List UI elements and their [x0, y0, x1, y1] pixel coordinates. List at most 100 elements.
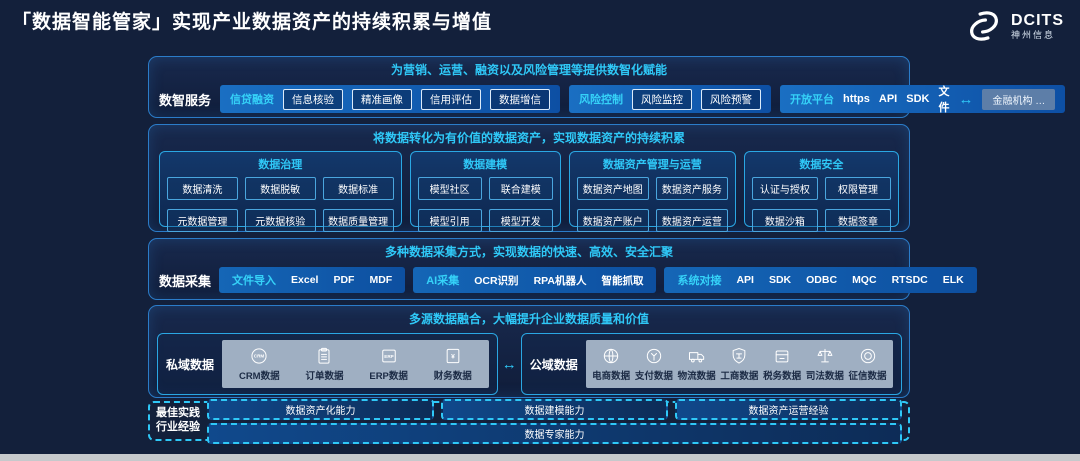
channel-api: API [878, 93, 898, 105]
best-practice-label: 最佳实践 行业经验 [156, 407, 200, 435]
item-asset-account: 数据资产账户 [576, 209, 649, 232]
box-data-security: 数据安全 认证与授权 权限管理 数据沙箱 数据签章 [743, 151, 899, 232]
private-data-box: 私域数据 CRM CRM数据 订单数据 [157, 333, 498, 395]
item-rtsdc: RTSDC [891, 274, 928, 286]
item-elk: ELK [942, 274, 964, 286]
fusion-exchange-arrow-icon: ↔ [501, 355, 517, 373]
finance-icon: ¥ [446, 348, 460, 364]
svg-text:CRM: CRM [254, 354, 265, 359]
public-data-label: 公域数据 [529, 357, 578, 372]
item-asset-operation: 数据资产运营 [655, 209, 728, 232]
box-asset-mgmt-ops-title: 数据资产管理与运营 [602, 159, 702, 171]
item-ocr: OCR识别 [474, 274, 519, 287]
logo: DCITS 神州信息 [963, 8, 1064, 44]
item-joint-modeling: 联合建模 [488, 177, 553, 200]
public-item-logistics: 物流数据 [678, 346, 716, 382]
section-data-collection: 多种数据采集方式，实现数据的快速、高效、安全汇聚 数据采集 文件导入 Excel… [148, 238, 977, 300]
credit-finance-group: 信贷融资 信息核验 精准画像 信用评估 数据增信 [220, 85, 561, 113]
public-data-icon-panel: 电商数据 支付数据 物流数据 [585, 340, 893, 388]
data-collection-label: 数据采集 [159, 273, 212, 289]
svg-text:¥: ¥ [451, 354, 455, 361]
item-permission-mgmt: 权限管理 [824, 177, 891, 200]
private-data-label: 私域数据 [166, 357, 215, 372]
section-best-practice: 最佳实践 行业经验 数据资产化能力 数据建模能力 数据资产运营经验 数据专家能力 [148, 398, 910, 444]
box-asset-mgmt-ops: 数据资产管理与运营 数据资产地图 数据资产服务 数据资产账户 数据资产运营 [568, 151, 736, 232]
channel-sdk: SDK [906, 93, 930, 105]
item-data-signature: 数据签章 [824, 209, 891, 232]
smart-services-header: 为营销、运营、融资以及风险管理等提供数智化赋能 [390, 63, 667, 77]
file-import-group: 文件导入 Excel PDF MDF [219, 267, 406, 293]
payment-icon [646, 348, 662, 364]
chip-credit-eval: 信用评估 [421, 88, 482, 110]
risk-control-group: 风险控制 风险监控 风险预警 [569, 85, 772, 113]
logistics-icon [688, 352, 704, 363]
page-title: 「数据智能管家」实现产业数据资产的持续积累与增值 [12, 12, 493, 33]
item-asset-service: 数据资产服务 [655, 177, 728, 200]
chip-risk-alert: 风险预警 [701, 88, 762, 110]
item-auth: 认证与授权 [751, 177, 818, 200]
judicial-icon [817, 348, 833, 363]
private-item-crm: CRM CRM数据 [239, 346, 280, 382]
capability-asset: 数据资产化能力 [207, 398, 434, 420]
private-item-order: 订单数据 [305, 346, 343, 382]
item-metadata-verify: 元数据核验 [244, 209, 316, 232]
private-data-icon-panel: CRM CRM数据 订单数据 ERP [222, 340, 489, 388]
capability-modeling: 数据建模能力 [441, 398, 668, 420]
logo-brand: DCITS [1011, 11, 1064, 29]
public-item-ecommerce: 电商数据 [592, 346, 630, 382]
item-data-masking: 数据脱敏 [244, 177, 316, 200]
financial-institution-box: 金融机构 … [982, 88, 1056, 110]
box-data-modeling: 数据建模 模型社区 联合建模 模型引用 模型开发 [409, 151, 561, 232]
chip-data-credit: 数据增信 [490, 88, 551, 110]
chip-precise-profile: 精准画像 [352, 88, 413, 110]
item-rpa: RPA机器人 [533, 274, 587, 287]
erp-icon: ERP [381, 349, 396, 363]
section-data-fusion: 多源数据融合，大幅提升企业数据质量和价值 私域数据 CRM CRM数据 [148, 305, 910, 398]
open-platform-group: 开放平台 https API SDK 文件 ↔ 金融机构 … [780, 85, 1066, 114]
public-item-payment: 支付数据 [635, 346, 673, 382]
ai-collect-group: AI采集 OCR识别 RPA机器人 智能抓取 [413, 267, 657, 293]
data-collection-header: 多种数据采集方式，实现数据的快速、高效、安全汇聚 [384, 245, 673, 259]
section-smart-services: 为营销、运营、融资以及风险管理等提供数智化赋能 数智服务 信贷融资 信息核验 精… [148, 56, 1066, 118]
public-item-business: 工商数据 [720, 346, 758, 382]
box-data-security-title: 数据安全 [799, 159, 844, 171]
item-mqc: MQC [852, 274, 877, 286]
item-odbc: ODBC [806, 274, 838, 286]
public-item-tax: 税务数据 [763, 346, 801, 382]
ai-collect-group-label: AI采集 [426, 275, 460, 287]
best-practice-label-line2: 行业经验 [156, 421, 200, 433]
item-model-dev: 模型开发 [488, 209, 553, 232]
item-excel: Excel [291, 274, 319, 286]
public-item-judicial: 司法数据 [806, 346, 844, 382]
system-integration-group-label: 系统对接 [677, 275, 722, 287]
file-import-group-label: 文件导入 [232, 275, 277, 287]
business-icon [733, 348, 746, 364]
crm-icon: CRM [251, 348, 267, 364]
section-data-assets: 将数据转化为有价值的数据资产，实现数据资产的持续积累 数据治理 数据清洗 数据脱… [148, 124, 910, 232]
credit-finance-group-label: 信贷融资 [230, 94, 275, 106]
system-integration-group: 系统对接 API SDK ODBC MQC RTSDC ELK [664, 267, 977, 293]
public-item-credit: 征信数据 [849, 346, 887, 382]
item-smart-capture: 智能抓取 [601, 274, 644, 287]
public-data-box: 公域数据 电商数据 支付数据 [520, 333, 902, 395]
capability-expert: 数据专家能力 [207, 422, 902, 444]
logo-subbrand: 神州信息 [1011, 29, 1056, 40]
svg-text:ERP: ERP [384, 354, 393, 359]
private-item-finance: ¥ 财务数据 [434, 346, 472, 382]
smart-services-label: 数智服务 [159, 92, 212, 108]
chip-info-verify: 信息核验 [283, 88, 344, 110]
exchange-arrow-icon: ↔ [958, 90, 974, 108]
risk-control-group-label: 风险控制 [579, 94, 624, 106]
tax-icon [775, 350, 789, 363]
item-mdf: MDF [369, 274, 393, 286]
item-pdf: PDF [333, 274, 355, 286]
item-data-cleaning: 数据清洗 [167, 177, 238, 200]
item-data-quality-mgmt: 数据质量管理 [322, 209, 394, 232]
channel-https: https [843, 93, 870, 105]
item-asset-map: 数据资产地图 [576, 177, 649, 200]
item-data-sandbox: 数据沙箱 [751, 209, 818, 232]
box-data-governance: 数据治理 数据清洗 数据脱敏 数据标准 元数据管理 元数据核验 数据质量管理 [159, 151, 402, 232]
item-metadata-mgmt: 元数据管理 [167, 209, 238, 232]
private-item-erp: ERP ERP数据 [369, 346, 408, 382]
